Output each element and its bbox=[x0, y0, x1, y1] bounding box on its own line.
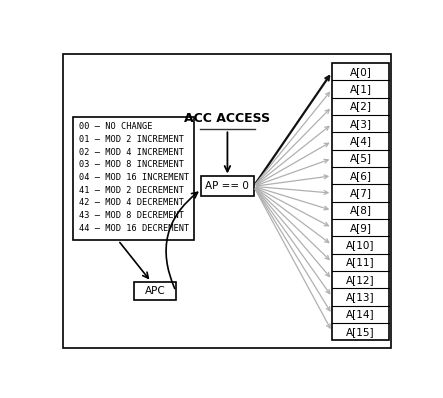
Text: A[0]: A[0] bbox=[350, 67, 372, 77]
Text: A[14]: A[14] bbox=[346, 309, 375, 319]
Bar bbox=[201, 176, 253, 196]
Text: A[5]: A[5] bbox=[350, 154, 372, 164]
Text: A[4]: A[4] bbox=[350, 136, 372, 146]
Bar bbox=[134, 282, 176, 300]
Text: A[11]: A[11] bbox=[346, 258, 375, 267]
Text: A[8]: A[8] bbox=[350, 205, 372, 215]
Text: AP == 0: AP == 0 bbox=[206, 181, 249, 191]
Text: APC: APC bbox=[145, 286, 165, 296]
Text: A[7]: A[7] bbox=[350, 188, 372, 198]
Text: A[3]: A[3] bbox=[350, 119, 372, 129]
Text: A[15]: A[15] bbox=[346, 327, 375, 337]
Text: A[1]: A[1] bbox=[350, 84, 372, 94]
Text: A[10]: A[10] bbox=[346, 240, 375, 250]
Text: 00 – NO CHANGE
01 – MOD 2 INCREMENT
02 – MOD 4 INCREMENT
03 – MOD 8 INCREMENT
04: 00 – NO CHANGE 01 – MOD 2 INCREMENT 02 –… bbox=[79, 123, 189, 232]
Text: A[12]: A[12] bbox=[346, 275, 375, 285]
Text: A[13]: A[13] bbox=[346, 292, 375, 302]
Text: A[2]: A[2] bbox=[350, 101, 372, 111]
Bar bbox=[332, 63, 389, 340]
Text: A[6]: A[6] bbox=[350, 171, 372, 181]
Bar bbox=[74, 117, 194, 240]
Text: ACC ACCESS: ACC ACCESS bbox=[184, 112, 271, 125]
Text: A[9]: A[9] bbox=[350, 223, 372, 233]
